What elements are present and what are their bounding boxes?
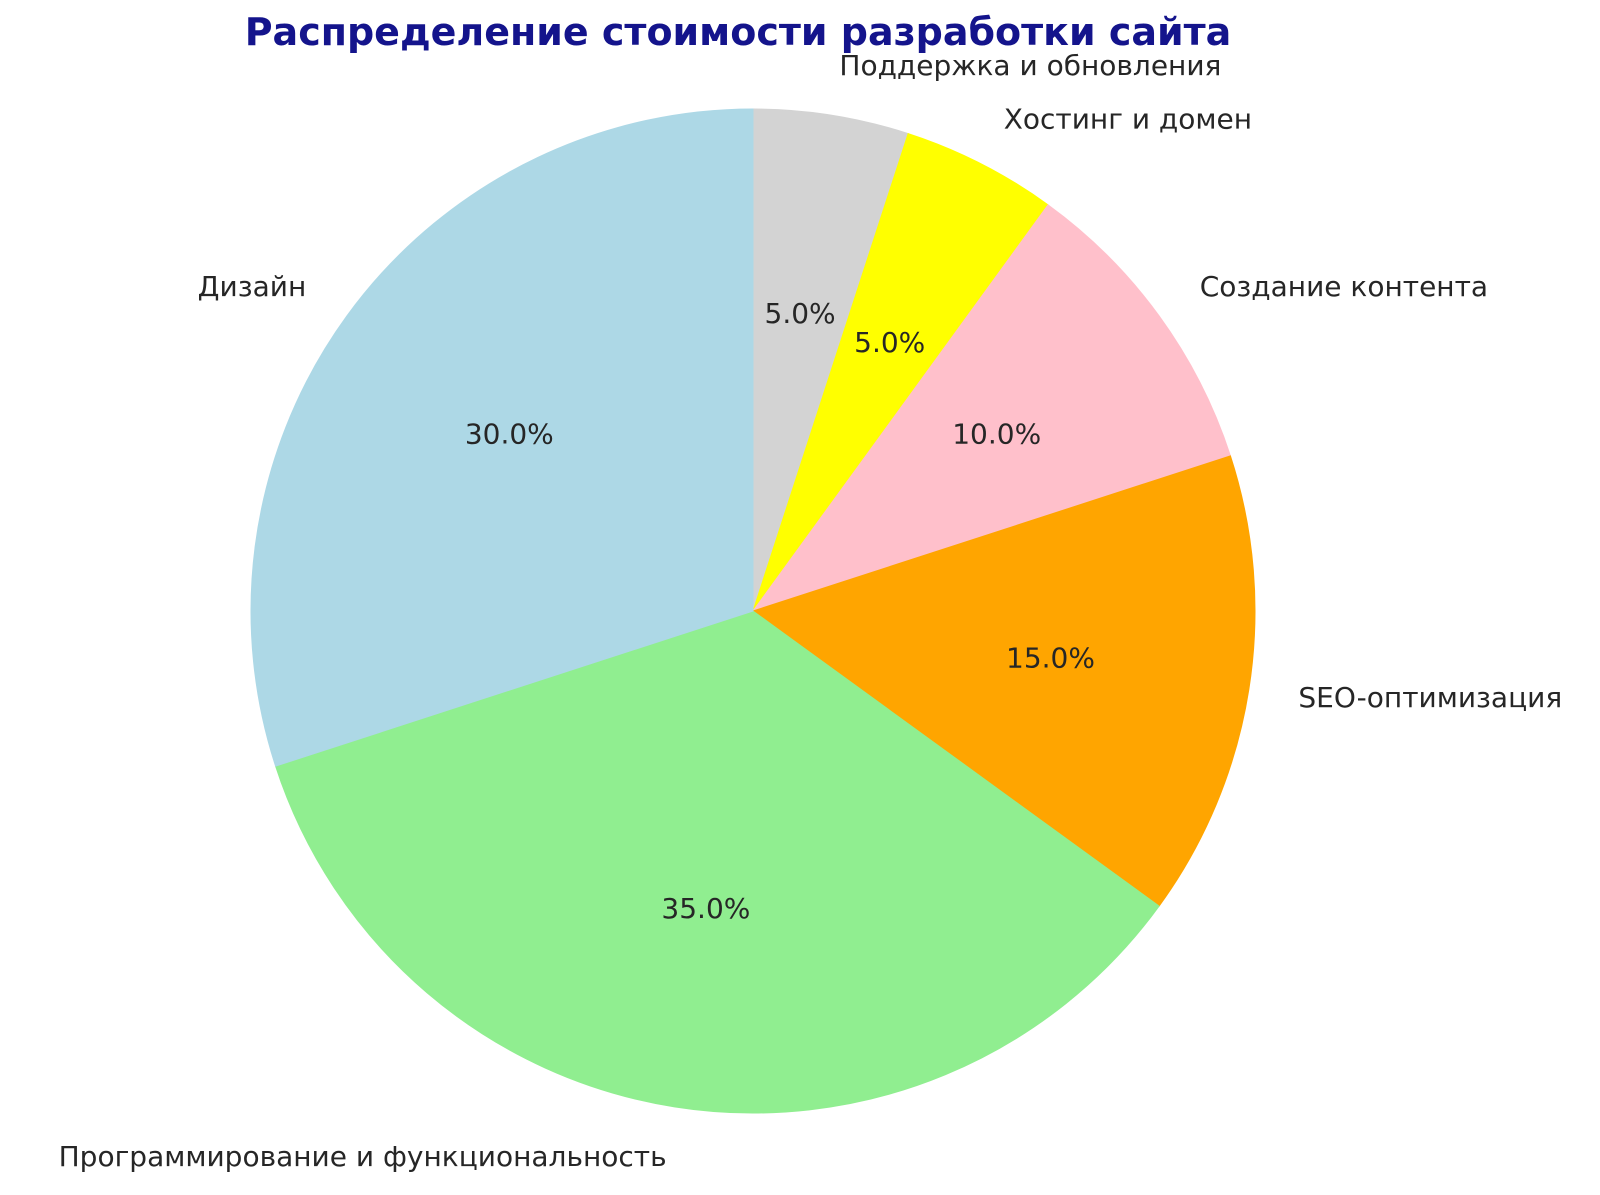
slice-percent-label: 10.0% bbox=[952, 418, 1041, 451]
slice-label: SEO-оптимизация bbox=[1298, 681, 1562, 714]
slice-label: Дизайн bbox=[198, 270, 307, 303]
chart-title: Распределение стоимости разработки сайта bbox=[244, 10, 1232, 54]
pie-slice-4 bbox=[274, 610, 1160, 1114]
slice-percent-label: 5.0% bbox=[765, 297, 836, 330]
pie-slice-1 bbox=[752, 132, 1049, 612]
pie-slice-5 bbox=[250, 108, 754, 767]
slice-percent-label: 35.0% bbox=[661, 892, 750, 925]
slice-label: Программирование и функциональность bbox=[59, 1140, 667, 1173]
slice-percent-label: 30.0% bbox=[465, 418, 554, 451]
slice-label: Хостинг и домен bbox=[1004, 103, 1252, 136]
slice-label: Создание контента bbox=[1200, 270, 1488, 303]
slice-percent-label: 15.0% bbox=[1006, 642, 1095, 675]
pie-slice-0 bbox=[752, 108, 909, 612]
slice-percent-label: 5.0% bbox=[854, 326, 925, 359]
pie-slice-2 bbox=[751, 204, 1232, 612]
slice-label: Поддержка и обновления bbox=[839, 49, 1221, 82]
pie-slice-3 bbox=[751, 455, 1256, 907]
